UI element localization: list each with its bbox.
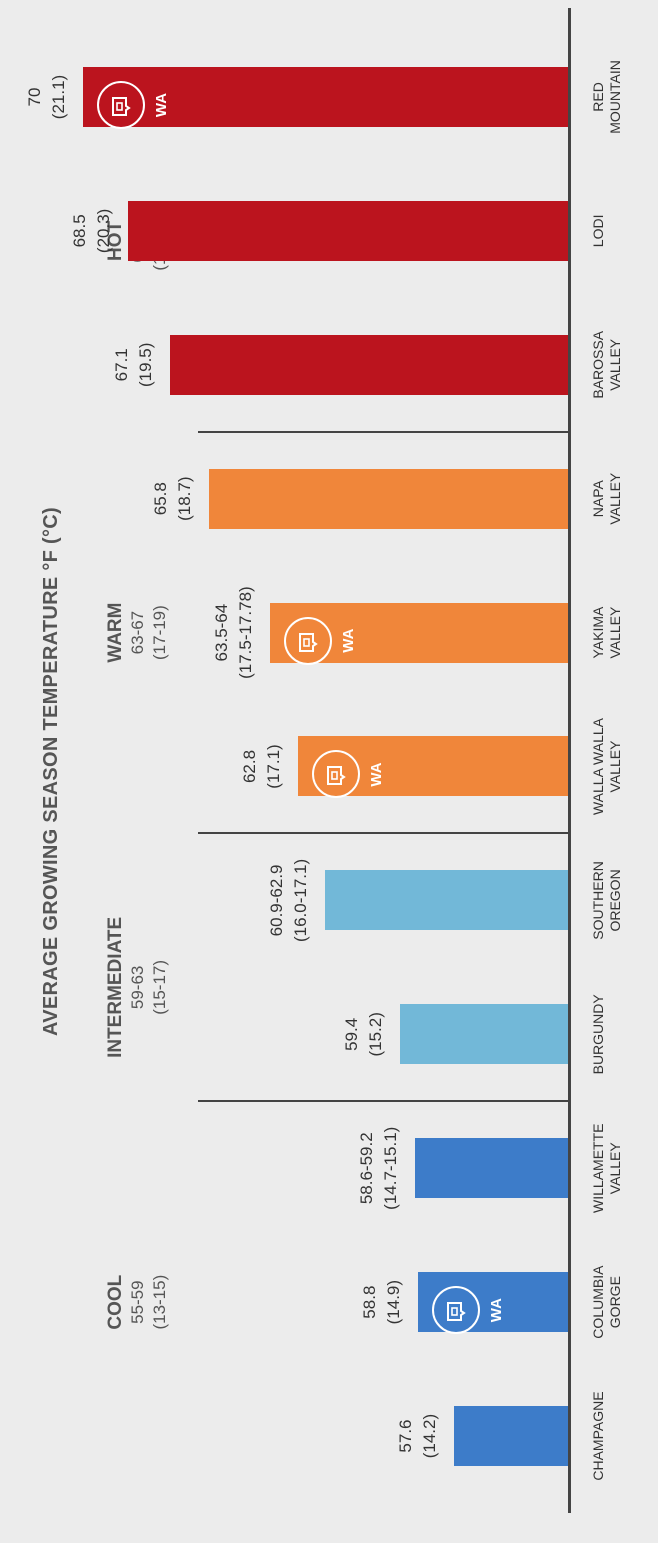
wa-badge: WA (284, 616, 358, 665)
bar-willamette-valley (415, 1138, 568, 1199)
value-label: 59.4 (15.2) (340, 934, 388, 1134)
bar-napa-valley (208, 468, 568, 529)
wa-text: WA (153, 92, 170, 118)
baseline-axis (568, 8, 571, 1513)
value-label: 70 (21.1) (23, 0, 71, 197)
value-label: 63.5-64 (17.5-17.78) (210, 533, 258, 733)
category-line2: VALLEY (607, 338, 623, 391)
group-label-intermediate: INTERMEDIATE 59-63 (15-17) (105, 887, 171, 1087)
group-divider (198, 430, 568, 433)
value-label-c: (20.3) (93, 208, 113, 254)
wa-text: WA (340, 628, 358, 653)
bar-champagne (454, 1406, 568, 1467)
group-range-f: 63-67 (128, 610, 147, 655)
group-range-c: (15-17) (150, 959, 169, 1015)
bar-burgundy (400, 1004, 568, 1065)
group-label-cool: COOL 55-59 (13-15) (105, 1202, 171, 1402)
group-range-f: 55-59 (128, 1280, 147, 1324)
category-label: RED MOUNTAIN (590, 17, 624, 177)
wa-badge: WA (97, 80, 170, 129)
bar-barossa-valley (169, 334, 568, 395)
category-line1: RED (590, 82, 606, 112)
category-line2: VALLEY (607, 1142, 623, 1195)
group-name: INTERMEDIATE (105, 916, 126, 1058)
value-label-c: (21.1) (49, 74, 68, 120)
washington-state-icon (284, 616, 333, 665)
group-range-f: 59-63 (128, 965, 147, 1010)
value-label-f: 68.5 (69, 214, 89, 248)
value-label-f: 63.5-64 (212, 603, 232, 662)
wa-text: WA (488, 1298, 506, 1323)
value-label-c: (15.2) (366, 1012, 386, 1057)
group-name: WARM (105, 602, 126, 663)
value-label-f: 59.4 (342, 1017, 362, 1051)
group-name: COOL (105, 1274, 126, 1330)
washington-state-icon (432, 1286, 481, 1335)
bar-southern-oregon (325, 870, 568, 931)
value-label: 67.1 (19.5) (110, 265, 158, 465)
value-label-c: (17.5-17.78) (236, 586, 256, 679)
wa-badge: WA (432, 1286, 506, 1335)
category-line2: MOUNTAIN (607, 60, 623, 134)
bar-lodi (127, 200, 568, 261)
washington-state-icon (97, 80, 145, 129)
washington-state-icon (312, 750, 361, 799)
value-label-c: (16.0-17.1) (291, 858, 311, 943)
value-label-f: 70 (25, 87, 44, 107)
value-label-c: (17.1) (264, 744, 284, 789)
value-label-c: (18.7) (174, 476, 194, 521)
value-label: 68.5 (20.3) (68, 131, 116, 331)
wa-badge: WA (312, 750, 386, 799)
wa-text: WA (368, 762, 386, 787)
group-range-c: (13-15) (150, 1274, 169, 1330)
value-label-c: (14.2) (420, 1413, 440, 1459)
value-label-c: (19.5) (135, 342, 155, 387)
chart-title: AVERAGE GROWING SEASON TEMPERATURE °F (°… (40, 507, 62, 1036)
